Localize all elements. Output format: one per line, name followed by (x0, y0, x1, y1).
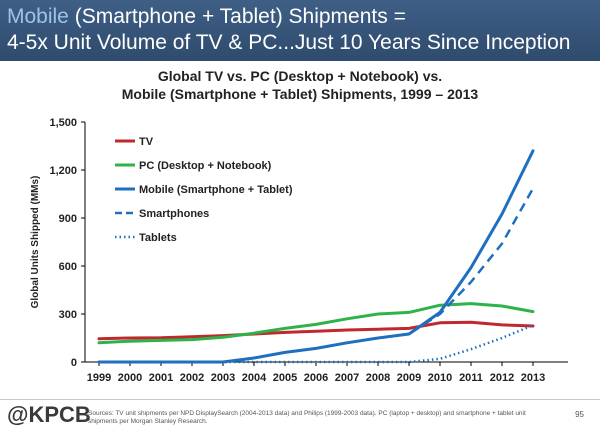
chart-title: Global TV vs. PC (Desktop + Notebook) vs… (0, 67, 600, 103)
series-line-pc-desktop-notebook (97, 302, 535, 345)
x-tick-label: 2001 (149, 372, 173, 384)
x-tick-label: 2013 (521, 372, 545, 384)
x-tick-label: 2003 (211, 372, 235, 384)
x-tick-label: 2002 (180, 372, 204, 384)
x-tick-label: 1999 (87, 372, 111, 384)
legend-label: PC (Desktop + Notebook) (139, 160, 272, 172)
x-tick-label: 2012 (490, 372, 514, 384)
legend-label: TV (139, 136, 154, 148)
kpcb-logo: @KPCB (7, 402, 91, 427)
series-line-tv (97, 320, 535, 341)
page-number: 95 (575, 410, 584, 419)
slide-title-rest: (Smartphone + Tablet) Shipments = (68, 5, 406, 28)
slide-title-accent: Mobile (7, 5, 69, 28)
x-tick-label: 2011 (459, 372, 483, 384)
x-tick-label: 2004 (242, 372, 267, 384)
y-tick-label: 1,200 (49, 165, 77, 177)
slide-title-line-2: 4-5x Unit Volume of TV & PC...Just 10 Ye… (7, 31, 571, 54)
y-tick-label: 900 (59, 213, 77, 225)
x-tick-label: 2010 (428, 372, 452, 384)
x-tick-label: 2008 (366, 372, 390, 384)
slide-header: Mobile (Smartphone + Tablet) Shipments =… (0, 0, 600, 61)
series-line-tablets (99, 324, 534, 364)
slide-title-line-1: Mobile (Smartphone + Tablet) Shipments = (7, 5, 406, 29)
legend-label: Tablets (139, 232, 177, 244)
x-tick-label: 2006 (304, 372, 328, 384)
y-axis-label: Global Units Shipped (MMs) (30, 176, 41, 309)
legend-label: Smartphones (139, 208, 209, 220)
y-tick-label: 300 (59, 309, 77, 321)
chart-title-line-1: Global TV vs. PC (Desktop + Notebook) vs… (157, 68, 443, 84)
y-tick-label: 1,500 (49, 117, 77, 129)
y-tick-label: 600 (59, 261, 77, 273)
x-tick-label: 2009 (397, 372, 421, 384)
y-tick-label: 0 (71, 357, 77, 369)
series-line-smartphones (99, 187, 535, 364)
footer-divider (0, 399, 600, 400)
x-tick-label: 2007 (335, 372, 359, 384)
legend-label: Mobile (Smartphone + Tablet) (139, 184, 293, 196)
chart-title-line-2: Mobile (Smartphone + Tablet) Shipments, … (121, 86, 479, 102)
x-tick-label: 2005 (273, 372, 297, 384)
x-tick-label: 2000 (118, 372, 142, 384)
source-note: Sources: TV unit shipments per NPD Displ… (88, 410, 526, 425)
